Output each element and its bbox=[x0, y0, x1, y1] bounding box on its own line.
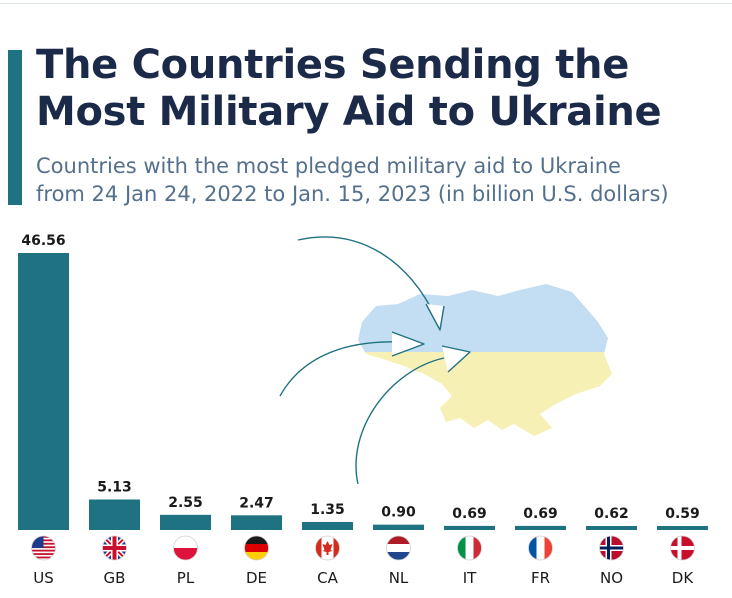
bars-group bbox=[18, 253, 708, 530]
value-labels-group: 46.56 5.13 2.55 2.47 1.35 0.90 0.69 0.69 0.62 0.5… bbox=[21, 233, 699, 522]
chart-subtitle: Countries with the most pledged military… bbox=[36, 152, 726, 208]
category-label-fr: FR bbox=[531, 569, 550, 587]
aid-arrow-2-head bbox=[391, 331, 425, 357]
flag-it-icon bbox=[457, 535, 482, 561]
bar-us bbox=[18, 253, 69, 530]
value-label-nl: 0.90 bbox=[381, 505, 416, 521]
bar-dk bbox=[657, 526, 708, 530]
flag-dk-icon bbox=[670, 535, 695, 561]
category-label-pl: PL bbox=[177, 569, 195, 587]
flag-fr-icon bbox=[528, 535, 553, 561]
category-label-nl: NL bbox=[389, 569, 409, 587]
category-label-dk: DK bbox=[672, 569, 695, 587]
value-label-no: 0.62 bbox=[594, 506, 629, 522]
aid-arrow-2 bbox=[279, 341, 401, 397]
bar-no bbox=[586, 526, 637, 530]
value-label-it: 0.69 bbox=[452, 506, 487, 522]
ukraine-map bbox=[358, 284, 612, 436]
value-label-gb: 5.13 bbox=[97, 479, 132, 495]
ukraine-map-blue-half bbox=[358, 284, 612, 352]
flags-group bbox=[31, 535, 695, 561]
bar-gb bbox=[89, 499, 140, 530]
title-accent-bar bbox=[8, 50, 22, 205]
flag-gb-icon bbox=[102, 535, 127, 561]
category-label-it: IT bbox=[463, 569, 477, 587]
flag-us-icon bbox=[31, 535, 56, 561]
aid-arrows bbox=[279, 236, 471, 485]
bar-de bbox=[231, 515, 282, 530]
bar-ca bbox=[302, 521, 353, 530]
category-label-ca: CA bbox=[317, 569, 338, 587]
subtitle-line-2: from 24 Jan 24, 2022 to Jan. 15, 2023 (i… bbox=[36, 182, 669, 206]
value-label-ca: 1.35 bbox=[310, 502, 345, 518]
aid-arrow-1-head bbox=[425, 303, 445, 331]
bar-fr bbox=[515, 525, 566, 530]
top-divider bbox=[0, 3, 732, 4]
value-label-us: 46.56 bbox=[21, 233, 65, 249]
category-label-gb: GB bbox=[104, 569, 126, 587]
flag-nl-icon bbox=[386, 535, 411, 561]
flag-de-icon bbox=[244, 535, 269, 561]
aid-arrow-1 bbox=[297, 236, 437, 319]
chart-title: The Countries Sending the Most Military … bbox=[36, 42, 662, 135]
category-labels-group: US GB PL DE CA NL IT FR NO DK bbox=[33, 569, 694, 587]
flag-ca-icon bbox=[315, 535, 340, 561]
aid-arrow-3 bbox=[355, 357, 445, 485]
category-label-us: US bbox=[33, 569, 54, 587]
value-label-pl: 2.55 bbox=[168, 495, 203, 511]
category-label-no: NO bbox=[600, 569, 623, 587]
value-label-de: 2.47 bbox=[239, 495, 274, 511]
bar-nl bbox=[373, 524, 424, 530]
flag-pl-icon bbox=[173, 535, 198, 561]
category-label-de: DE bbox=[246, 569, 267, 587]
bar-pl bbox=[160, 514, 211, 530]
value-label-dk: 0.59 bbox=[665, 506, 700, 522]
value-label-fr: 0.69 bbox=[523, 506, 558, 522]
bar-it bbox=[444, 525, 495, 530]
subtitle-line-1: Countries with the most pledged military… bbox=[36, 154, 621, 178]
flag-no-icon bbox=[599, 535, 624, 561]
ukraine-map-yellow-half bbox=[358, 352, 612, 436]
aid-arrow-3-head bbox=[441, 345, 471, 373]
